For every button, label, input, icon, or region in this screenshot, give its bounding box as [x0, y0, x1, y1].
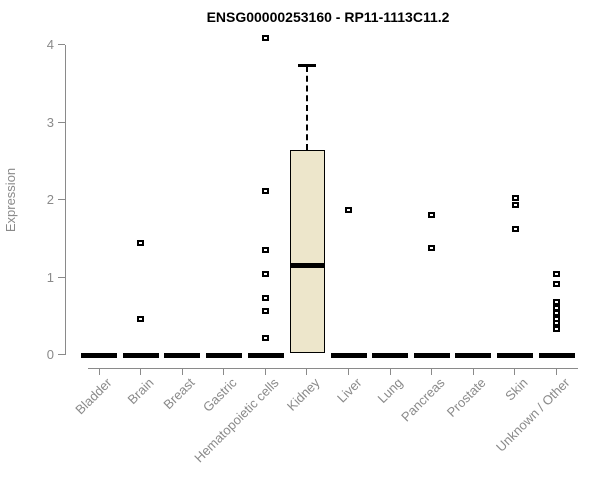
- y-tick-label: 1: [46, 269, 54, 285]
- outlier-point: [262, 294, 270, 301]
- y-tick-label: 2: [46, 192, 54, 207]
- outlier-point: [553, 320, 561, 327]
- median-line: [538, 352, 575, 358]
- outlier-point: [262, 271, 270, 278]
- median-line: [289, 262, 325, 268]
- x-axis-tick: [389, 368, 391, 375]
- box: [289, 150, 325, 354]
- outlier-point: [553, 304, 561, 311]
- y-axis-tick: [58, 276, 65, 278]
- y-tick-label: 3: [46, 114, 54, 130]
- x-axis-tick: [223, 368, 225, 375]
- whisker-cap: [298, 64, 317, 68]
- median-line: [455, 352, 492, 358]
- outlier-point: [262, 334, 270, 341]
- outlier-point: [553, 310, 561, 317]
- outlier-point: [511, 201, 519, 208]
- x-axis-tick: [98, 368, 100, 375]
- x-axis-tick: [514, 368, 516, 375]
- outlier-point: [262, 247, 270, 254]
- median-line: [372, 352, 409, 358]
- outlier-point: [428, 245, 436, 252]
- outlier-point: [553, 270, 561, 277]
- outlier-point: [262, 307, 270, 314]
- y-axis-line: [65, 45, 66, 355]
- x-axis-tick: [264, 368, 266, 375]
- outlier-point: [428, 211, 436, 218]
- y-axis-tick: [58, 199, 65, 201]
- y-axis-tick: [58, 354, 65, 356]
- median-line: [247, 352, 284, 358]
- x-axis-tick: [431, 368, 433, 375]
- outlier-point: [553, 280, 561, 287]
- y-tick-label: 0: [46, 347, 54, 362]
- y-tick-label: 4: [46, 37, 54, 52]
- median-line: [206, 352, 242, 358]
- outlier-point: [511, 226, 519, 233]
- outlier-point: [137, 316, 145, 323]
- outlier-point: [511, 195, 519, 202]
- x-axis-tick: [472, 368, 474, 375]
- x-axis-tick: [306, 368, 308, 375]
- upper-whisker: [306, 65, 309, 151]
- x-axis-tick: [181, 368, 183, 375]
- y-axis-tick: [58, 121, 65, 123]
- outlier-point: [262, 35, 270, 42]
- median-line: [81, 352, 118, 358]
- chart-title: ENSG00000253160 - RP11-1113C11.2: [206, 9, 450, 25]
- x-axis-line: [88, 368, 578, 369]
- median-line: [164, 352, 201, 358]
- y-axis-tick: [58, 44, 65, 46]
- x-axis-tick: [555, 368, 557, 375]
- median-line: [413, 352, 450, 358]
- median-line: [122, 352, 159, 358]
- outlier-point: [553, 325, 561, 332]
- median-line: [330, 352, 367, 358]
- outlier-point: [262, 188, 270, 195]
- median-line: [497, 352, 533, 358]
- outlier-point: [137, 240, 145, 247]
- outlier-point: [553, 299, 561, 306]
- x-axis-tick: [140, 368, 142, 375]
- outlier-point: [345, 207, 353, 214]
- x-axis-tick: [347, 368, 349, 375]
